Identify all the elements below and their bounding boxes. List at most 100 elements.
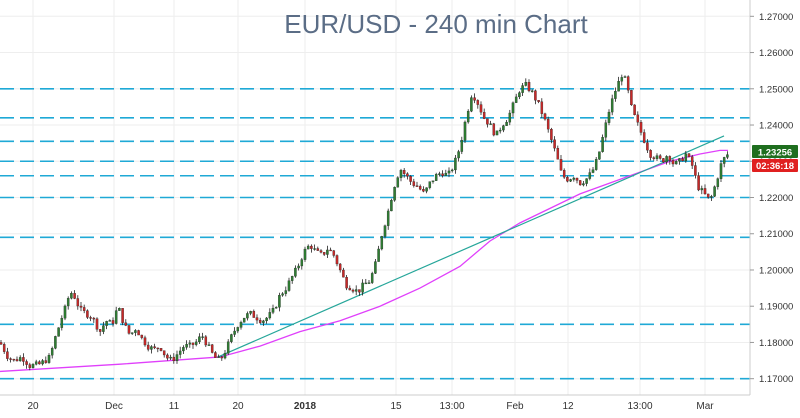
candle-body <box>377 248 380 262</box>
candle-body <box>162 350 166 356</box>
candle-body <box>450 169 454 172</box>
candle-body <box>114 310 118 324</box>
candle-body <box>540 101 544 114</box>
chart-title: EUR/USD - 240 min Chart <box>284 9 588 39</box>
candle-body <box>521 85 524 93</box>
candle-body <box>652 157 656 159</box>
candle-body <box>358 289 361 293</box>
candle-body <box>223 353 227 359</box>
candle-body <box>482 112 486 119</box>
price-tick-label: 1.21000 <box>759 229 793 240</box>
price-axis-bg <box>750 0 800 413</box>
candle-body <box>422 189 425 192</box>
candle-body <box>143 337 147 346</box>
candle-body <box>562 170 566 178</box>
candle-body <box>706 193 710 198</box>
candle-body <box>201 336 204 338</box>
candle-body <box>582 183 585 186</box>
time-tick-label: 20 <box>232 401 244 412</box>
candle-body <box>338 263 342 271</box>
last-price-label: 1.23256 <box>758 147 792 158</box>
time-tick-label: 15 <box>390 401 402 412</box>
candle-body <box>402 170 406 174</box>
candle-body <box>361 282 364 293</box>
candle-body <box>79 305 83 308</box>
candle-body <box>332 250 336 256</box>
candle-body <box>111 320 115 324</box>
candle-body <box>585 178 588 184</box>
candle-body <box>214 352 217 358</box>
candle-body <box>239 322 243 328</box>
candle-body <box>588 172 592 179</box>
candle-body <box>518 92 521 98</box>
candle-body <box>258 319 262 323</box>
candle-body <box>569 179 572 182</box>
candle-body <box>300 259 304 267</box>
candle-body <box>668 156 672 161</box>
candle-body <box>262 320 265 323</box>
candle-body <box>265 317 268 322</box>
candle-body <box>60 318 64 328</box>
candle-body <box>329 249 332 252</box>
time-axis[interactable]: 20 Dec 11 20 2018 15 13:00 Feb 12 13:00 Mar <box>0 394 750 412</box>
candle-body <box>390 200 393 212</box>
price-tick-label: 1.27000 <box>759 12 793 23</box>
candle-body <box>454 157 457 171</box>
candle-body <box>297 265 300 269</box>
candle-body <box>700 188 704 191</box>
candle-body <box>98 329 102 332</box>
candle-body <box>63 305 67 319</box>
candle-body <box>281 293 284 296</box>
candle-body <box>489 123 492 125</box>
candle-body <box>722 157 726 164</box>
candle-body <box>150 346 153 350</box>
candle-body <box>678 158 681 162</box>
candle-body <box>546 118 550 130</box>
candle-body <box>684 153 688 162</box>
price-axis[interactable]: 1.270001.260001.250001.240001.230001.220… <box>749 0 800 413</box>
price-tick-label: 1.24000 <box>759 121 793 132</box>
candle-body <box>623 76 627 78</box>
candle-body <box>351 289 355 292</box>
candle-body <box>444 172 448 176</box>
candle-body <box>383 225 387 237</box>
candle-body <box>393 186 396 201</box>
candle-body <box>169 356 172 359</box>
price-tick-label: 1.19000 <box>759 302 793 313</box>
candle-body <box>198 336 201 343</box>
candle-body <box>396 177 400 188</box>
candle-body <box>524 82 528 86</box>
candle-body <box>457 151 460 159</box>
time-tick-label: 11 <box>169 401 180 412</box>
candle-body <box>556 148 560 160</box>
candle-body <box>578 180 582 186</box>
candle-body <box>399 170 403 178</box>
candle-body <box>233 330 236 335</box>
candle-body <box>649 149 652 158</box>
candle-body <box>604 122 608 138</box>
candle-body <box>306 245 310 250</box>
candle-body <box>514 96 518 103</box>
candle-body <box>194 341 198 345</box>
candle-body <box>530 90 534 92</box>
candle-body <box>418 186 422 190</box>
candle-body <box>633 104 636 116</box>
candle-body <box>553 139 556 149</box>
candle-body <box>9 358 12 360</box>
price-tick-label: 1.20000 <box>759 265 793 276</box>
candle-body <box>121 308 124 323</box>
candle-body <box>335 255 339 265</box>
candle-body <box>166 354 169 359</box>
candle-body <box>710 196 713 198</box>
candle-body <box>476 100 480 105</box>
candle-body <box>153 346 156 349</box>
candle-body <box>694 165 697 176</box>
candle-body <box>364 282 368 285</box>
candle-body <box>140 334 144 338</box>
candle-body <box>409 176 412 182</box>
candle-body <box>31 364 35 368</box>
candle-body <box>313 248 316 250</box>
candle-body <box>630 90 633 106</box>
